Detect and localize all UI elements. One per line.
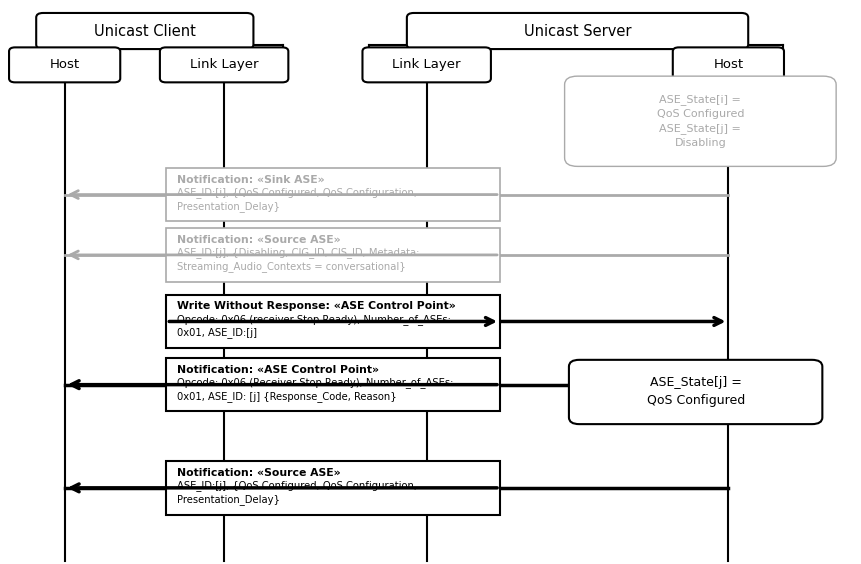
Text: ASE_State[i] =
QoS Configured
ASE_State[j] =
Disabling: ASE_State[i] = QoS Configured ASE_State[… [656,94,743,148]
Text: Notification: «ASE Control Point»: Notification: «ASE Control Point» [177,365,378,374]
Text: Notification: «Source ASE»: Notification: «Source ASE» [177,468,340,478]
Text: Unicast Client: Unicast Client [94,24,195,38]
Text: Notification: «Source ASE»: Notification: «Source ASE» [177,235,340,245]
Bar [166,168,499,222]
Text: Host: Host [50,58,79,72]
FancyBboxPatch shape [36,13,253,49]
FancyBboxPatch shape [362,47,491,82]
Text: Link Layer: Link Layer [189,58,258,72]
Text: Notification: «Sink ASE»: Notification: «Sink ASE» [177,175,324,184]
Text: ASE_ID:[i], {QoS Configured, QoS Configuration,
Presentation_Delay}: ASE_ID:[i], {QoS Configured, QoS Configu… [177,187,416,212]
Text: ASE_ID:[j], {QoS Configured, QoS Configuration,
Presentation_Delay}: ASE_ID:[j], {QoS Configured, QoS Configu… [177,481,416,505]
FancyBboxPatch shape [568,360,821,424]
Bar [166,228,499,281]
FancyBboxPatch shape [406,13,747,49]
Bar [166,461,499,514]
Text: Opcode: 0x06 (Receiver Stop Ready), Number_of_ASEs:
0x01, ASE_ID: [j] {Response_: Opcode: 0x06 (Receiver Stop Ready), Numb… [177,377,453,402]
Text: Link Layer: Link Layer [392,58,461,72]
FancyBboxPatch shape [672,47,784,82]
Bar [166,294,499,349]
FancyBboxPatch shape [9,47,121,82]
Text: Opcode: 0x06 (receiver Stop Ready), Number_of_ASEs:
0x01, ASE_ID:[j]: Opcode: 0x06 (receiver Stop Ready), Numb… [177,314,450,338]
FancyBboxPatch shape [564,76,835,166]
Text: Unicast Server: Unicast Server [523,24,630,38]
Text: ASE_State[j] =
QoS Configured: ASE_State[j] = QoS Configured [646,377,744,407]
Text: ASE_ID:[j], {Disabling, CIG_ID, CIS_ID, Metadata:
Streaming_Audio_Contexts = con: ASE_ID:[j], {Disabling, CIG_ID, CIS_ID, … [177,247,418,272]
Text: Write Without Response: «ASE Control Point»: Write Without Response: «ASE Control Poi… [177,302,455,311]
FancyBboxPatch shape [160,47,288,82]
Text: Host: Host [713,58,742,72]
Bar [166,358,499,412]
